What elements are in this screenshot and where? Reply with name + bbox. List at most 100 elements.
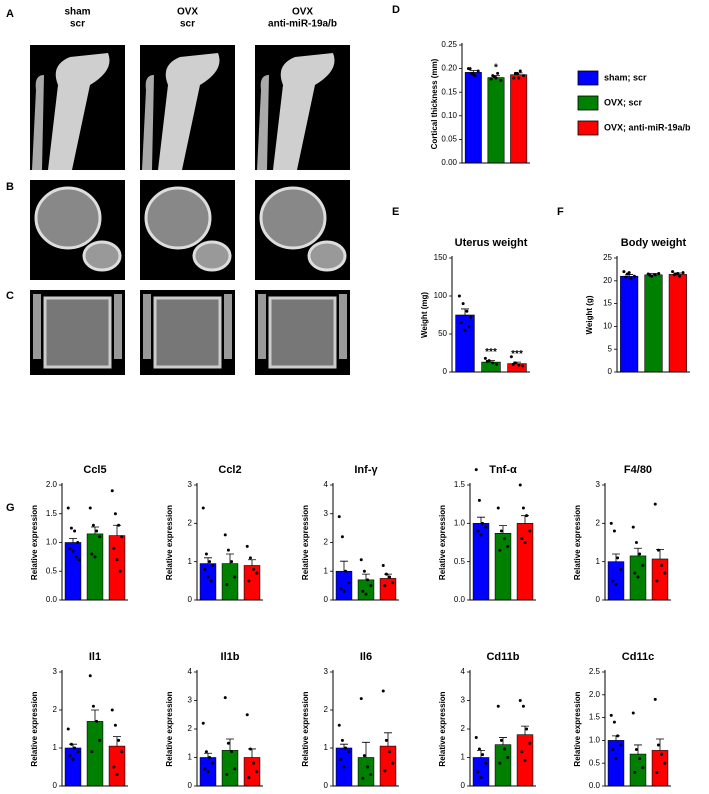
data-point <box>513 71 517 75</box>
data-point <box>225 583 229 587</box>
data-point <box>203 767 207 771</box>
data-point <box>369 773 373 777</box>
y-tick-label: 2.5 <box>589 667 601 676</box>
y-tick-label: 1 <box>53 743 58 752</box>
bar <box>464 72 482 164</box>
y-tick-label: 1 <box>188 753 193 762</box>
y-tick-label: 25 <box>603 253 612 262</box>
data-point <box>498 548 502 552</box>
data-point <box>641 766 645 770</box>
data-point <box>95 719 99 723</box>
bar <box>86 533 104 601</box>
data-point <box>211 564 215 567</box>
error-bar <box>469 70 478 73</box>
y-tick-label: 1 <box>324 566 329 575</box>
y-tick-label: 0.10 <box>441 111 457 120</box>
data-point <box>117 738 121 742</box>
ct-bone <box>114 294 122 359</box>
data-point <box>676 272 680 276</box>
data-point <box>616 556 620 560</box>
data-point <box>521 506 525 510</box>
data-point <box>364 592 368 596</box>
data-point <box>678 274 682 278</box>
y-axis-label: Relative expression <box>301 691 310 766</box>
error-bar <box>204 752 212 758</box>
y-tick-label: 2 <box>596 518 601 527</box>
data-point <box>344 569 348 573</box>
data-point <box>638 552 642 556</box>
y-tick-label: 0 <box>324 595 329 604</box>
data-point <box>252 567 256 571</box>
axis <box>196 483 263 601</box>
data-point <box>499 529 503 533</box>
data-point <box>391 761 395 765</box>
bar <box>644 274 663 373</box>
y-tick-label: 1.5 <box>454 480 466 489</box>
error-bar <box>477 749 485 758</box>
y-tick-label: 1.5 <box>589 713 601 722</box>
error-bar <box>113 736 121 747</box>
data-point <box>90 750 94 754</box>
data-point <box>622 270 626 274</box>
data-point <box>528 529 532 533</box>
data-point <box>461 302 465 306</box>
data-point <box>638 757 642 761</box>
y-axis-label: Relative expression <box>438 505 447 580</box>
y-tick-label: 0 <box>188 595 193 604</box>
data-point <box>477 747 481 751</box>
data-point <box>340 535 344 539</box>
bar <box>199 563 217 601</box>
data-point <box>208 756 212 759</box>
data-point <box>384 572 388 576</box>
data-point <box>69 742 73 746</box>
data-point <box>671 270 675 274</box>
data-point <box>653 502 657 506</box>
error-bar <box>113 524 121 536</box>
data-point <box>616 734 620 738</box>
data-point <box>95 529 99 533</box>
bar <box>607 561 625 601</box>
panel-label: F <box>557 206 564 218</box>
data-point <box>521 704 525 708</box>
ct-bone <box>339 294 347 359</box>
column-header: OVX <box>177 7 198 18</box>
data-point <box>634 541 638 544</box>
data-point <box>73 529 77 533</box>
data-point <box>120 535 124 539</box>
y-axis-label: Relative expression <box>30 691 39 766</box>
error-bar <box>362 741 370 758</box>
y-tick-label: 3 <box>461 696 466 705</box>
data-point <box>91 523 95 527</box>
error-bar <box>461 308 469 315</box>
axis <box>61 670 128 787</box>
data-point <box>484 525 488 529</box>
data-point <box>120 750 124 754</box>
data-point <box>204 750 208 754</box>
y-axis-label: Relative expression <box>438 691 447 766</box>
y-tick-label: 0.0 <box>46 595 58 604</box>
ct-bone <box>158 53 220 170</box>
data-point <box>98 738 102 742</box>
y-tick-label: 1 <box>461 753 466 762</box>
data-point <box>115 558 119 562</box>
error-bar <box>649 273 658 275</box>
data-point <box>518 69 522 73</box>
bar <box>64 747 82 787</box>
y-tick-label: 15 <box>603 299 612 308</box>
data-point <box>611 748 615 752</box>
bar <box>108 535 126 601</box>
data-point <box>110 489 114 493</box>
y-axis-label: Relative expression <box>165 505 174 580</box>
data-point <box>491 74 495 78</box>
data-point <box>474 736 478 740</box>
data-point <box>483 356 487 360</box>
data-point <box>517 76 521 80</box>
data-point <box>388 575 392 579</box>
ct-bone <box>273 53 335 170</box>
data-point <box>381 564 385 567</box>
data-point <box>512 76 516 80</box>
ct-bone <box>142 75 154 170</box>
data-point <box>518 483 522 487</box>
y-tick-label: 10 <box>603 322 612 331</box>
bar <box>620 275 639 373</box>
